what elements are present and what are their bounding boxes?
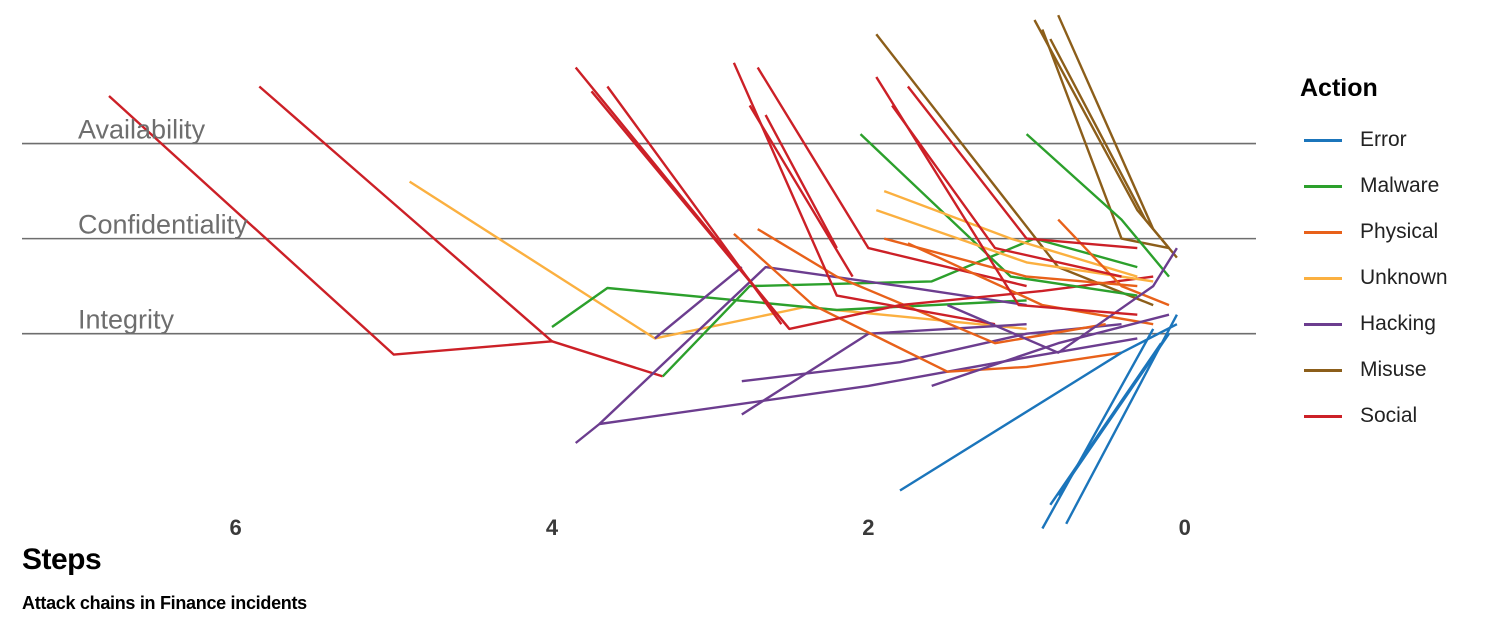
series-line-social-1 — [258, 85, 553, 343]
legend-swatch-hacking — [1304, 322, 1342, 326]
legend-label-hacking: Hacking — [1360, 312, 1436, 335]
series-line-error-36 — [1057, 333, 1170, 496]
series-line-misuse-21 — [1041, 29, 1170, 250]
series-line-social-15 — [732, 62, 996, 326]
cia-level-labels: Availability Confidentiality Integrity — [78, 115, 248, 335]
legend-swatch-unknown — [1304, 276, 1342, 280]
legend-label-error: Error — [1360, 128, 1407, 151]
series-line-hacking-5 — [574, 265, 1027, 444]
series-line-social-38 — [875, 76, 1138, 316]
series-line-social-12 — [574, 66, 1154, 331]
legend: Action Error Malware Physical Unknown Hackin… — [1300, 74, 1480, 439]
series-line-error-33 — [899, 323, 1178, 492]
series-line-malware-25 — [1025, 133, 1170, 278]
series-line-unknown-27 — [883, 189, 1138, 278]
legend-label-misuse: Misuse — [1360, 358, 1427, 381]
legend-swatch-error — [1304, 138, 1342, 142]
attack-chain-series — [108, 14, 1178, 530]
series-line-misuse-23 — [1057, 14, 1155, 230]
x-tick-label-4: 4 — [546, 515, 559, 540]
legend-swatch-physical — [1304, 230, 1342, 234]
series-line-social-18 — [764, 114, 838, 249]
legend-swatch-misuse — [1304, 368, 1342, 372]
series-line-social-39 — [891, 104, 1122, 278]
x-tick-label-6: 6 — [229, 515, 241, 540]
chart-caption: Attack chains in Finance incidents — [22, 593, 307, 613]
legend-item-social: Social — [1300, 393, 1480, 439]
level-label-integrity: Integrity — [78, 305, 175, 335]
series-line-unknown-2 — [408, 180, 1027, 340]
series-line-malware-24 — [859, 133, 1138, 297]
legend-label-malware: Malware — [1360, 174, 1440, 197]
series-line-malware-4 — [661, 237, 1138, 378]
legend-title: Action — [1300, 74, 1378, 102]
series-line-social-17 — [748, 104, 854, 278]
series-line-error-34 — [1041, 328, 1155, 530]
x-axis-title: Steps — [22, 543, 102, 576]
legend-label-social: Social — [1360, 404, 1418, 427]
series-line-hacking-32 — [931, 313, 1170, 388]
legend-label-unknown: Unknown — [1360, 266, 1448, 289]
series-line-physical-11 — [757, 228, 1106, 345]
legend-item-hacking: Hacking — [1300, 301, 1480, 347]
series-line-physical-28 — [883, 237, 1138, 288]
series-line-malware-3 — [551, 286, 1027, 328]
series-line-misuse-19 — [875, 33, 1154, 307]
series-line-hacking-7 — [654, 266, 743, 340]
legend-item-malware: Malware — [1300, 163, 1480, 209]
legend-item-unknown: Unknown — [1300, 255, 1480, 301]
series-line-error-37 — [1065, 314, 1178, 525]
series-line-hacking-31 — [947, 247, 1178, 354]
series-line-social-40 — [906, 85, 1138, 250]
legend-item-physical: Physical — [1300, 209, 1480, 255]
x-axis-ticks: 6 4 2 0 — [229, 515, 1190, 540]
series-line-social-0 — [108, 95, 664, 378]
series-line-physical-30 — [1057, 218, 1170, 307]
x-tick-label-2: 2 — [862, 515, 874, 540]
x-tick-label-0: 0 — [1179, 515, 1191, 540]
series-line-physical-29 — [907, 242, 1154, 326]
series-line-social-14 — [606, 85, 783, 325]
series-line-hacking-9 — [741, 323, 1122, 383]
legend-swatch-social — [1304, 414, 1342, 418]
series-line-misuse-20 — [1033, 19, 1170, 249]
series-line-misuse-22 — [1049, 38, 1178, 259]
legend-item-misuse: Misuse — [1300, 347, 1480, 393]
legend-label-physical: Physical — [1360, 220, 1439, 243]
level-label-availability: Availability — [78, 115, 206, 145]
legend-items: Error Malware Physical Unknown Hacking Misuse… — [1300, 117, 1480, 439]
legend-swatch-malware — [1304, 184, 1342, 188]
legend-item-error: Error — [1300, 117, 1480, 163]
level-label-confidentiality: Confidentiality — [78, 210, 248, 240]
series-line-physical-10 — [733, 233, 1122, 373]
